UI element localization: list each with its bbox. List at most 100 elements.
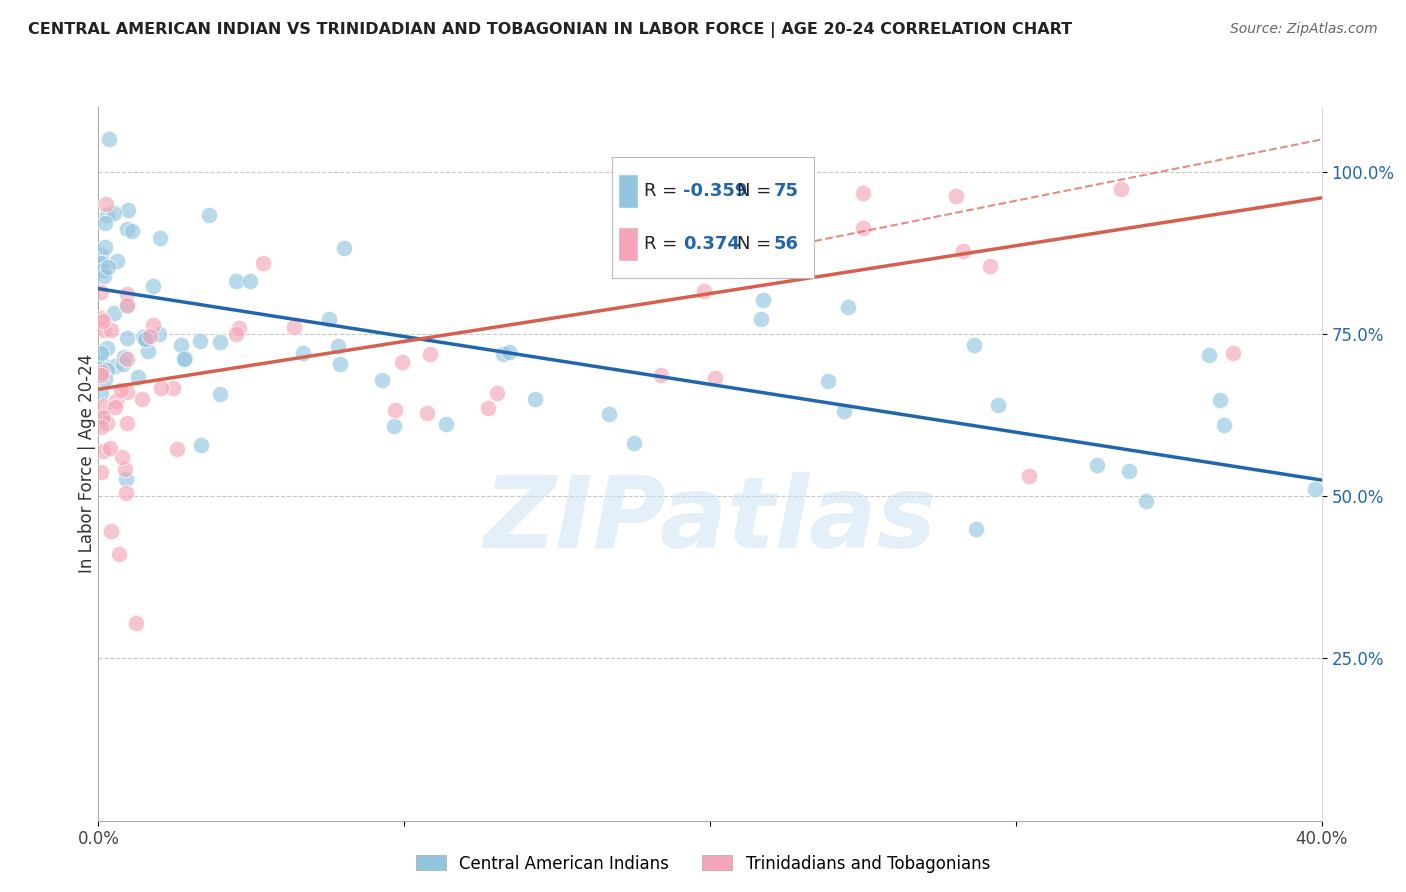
Point: [693, 284, 716, 298]
Text: N =: N =: [737, 182, 772, 200]
Point: [419, 347, 441, 361]
Point: [416, 406, 439, 420]
Point: [149, 381, 172, 395]
Point: [90, 355, 112, 369]
Point: [96, 341, 118, 355]
Point: [752, 293, 775, 308]
Point: [91, 444, 114, 458]
Point: [1303, 483, 1326, 497]
Point: [491, 347, 513, 361]
Point: [523, 392, 546, 406]
Point: [148, 326, 170, 341]
Point: [90, 368, 112, 383]
Point: [252, 256, 274, 270]
Point: [127, 370, 149, 384]
Point: [90, 366, 112, 380]
Point: [107, 547, 129, 561]
Point: [170, 338, 193, 352]
Point: [121, 224, 143, 238]
Point: [1109, 182, 1132, 196]
Point: [115, 385, 138, 400]
Point: [94, 371, 117, 385]
Point: [111, 450, 134, 465]
Point: [1198, 348, 1220, 362]
Point: [94, 216, 117, 230]
Point: [837, 300, 859, 314]
Point: [100, 524, 122, 539]
Text: 0.374: 0.374: [683, 235, 740, 253]
Point: [93, 322, 115, 336]
Point: [97, 260, 120, 274]
Point: [91, 314, 114, 328]
Point: [90, 360, 112, 375]
Point: [93, 269, 115, 284]
Point: [115, 287, 138, 301]
Text: R =: R =: [644, 182, 678, 200]
Point: [228, 321, 250, 335]
Point: [498, 345, 520, 359]
Point: [96, 416, 118, 430]
Point: [318, 311, 340, 326]
Text: Source: ZipAtlas.com: Source: ZipAtlas.com: [1230, 22, 1378, 37]
Point: [110, 384, 132, 398]
Point: [391, 355, 413, 369]
Point: [1222, 346, 1244, 360]
Point: [103, 206, 125, 220]
Point: [952, 244, 974, 259]
Text: ZIPatlas: ZIPatlas: [484, 473, 936, 569]
Point: [945, 189, 967, 203]
Point: [149, 231, 172, 245]
Point: [166, 442, 188, 457]
Point: [987, 398, 1010, 412]
Point: [90, 386, 112, 401]
Point: [225, 326, 247, 341]
Point: [291, 346, 314, 360]
Point: [111, 357, 134, 371]
Point: [1135, 494, 1157, 508]
Bar: [619, 174, 638, 208]
Point: [188, 334, 211, 349]
Point: [371, 373, 394, 387]
Point: [90, 346, 112, 360]
Text: N =: N =: [737, 235, 772, 253]
Point: [436, 417, 458, 431]
Point: [239, 274, 262, 288]
Point: [979, 259, 1001, 273]
Point: [162, 380, 184, 394]
Point: [91, 410, 114, 425]
Point: [105, 254, 128, 268]
Point: [832, 404, 855, 418]
Point: [477, 401, 499, 416]
Point: [115, 486, 138, 500]
Point: [329, 357, 352, 371]
Point: [103, 306, 125, 320]
Point: [704, 371, 727, 385]
Point: [94, 196, 117, 211]
Point: [91, 399, 114, 413]
Point: [104, 359, 127, 373]
Point: [209, 386, 232, 401]
Point: [98, 442, 121, 456]
Point: [485, 386, 508, 401]
Point: [91, 263, 114, 277]
Point: [852, 186, 875, 200]
Point: [98, 132, 121, 146]
Point: [90, 412, 112, 426]
Point: [104, 400, 127, 414]
Point: [598, 407, 620, 421]
Point: [965, 522, 987, 536]
Point: [90, 419, 112, 434]
Point: [90, 311, 112, 326]
Point: [124, 616, 146, 631]
Point: [115, 299, 138, 313]
Text: 56: 56: [773, 235, 799, 253]
Point: [174, 351, 197, 365]
Bar: [619, 227, 638, 261]
Point: [114, 462, 136, 476]
Point: [198, 208, 221, 222]
Point: [1212, 417, 1234, 432]
Text: 75: 75: [773, 182, 799, 200]
Point: [173, 352, 195, 367]
Point: [115, 351, 138, 366]
Point: [139, 329, 162, 343]
